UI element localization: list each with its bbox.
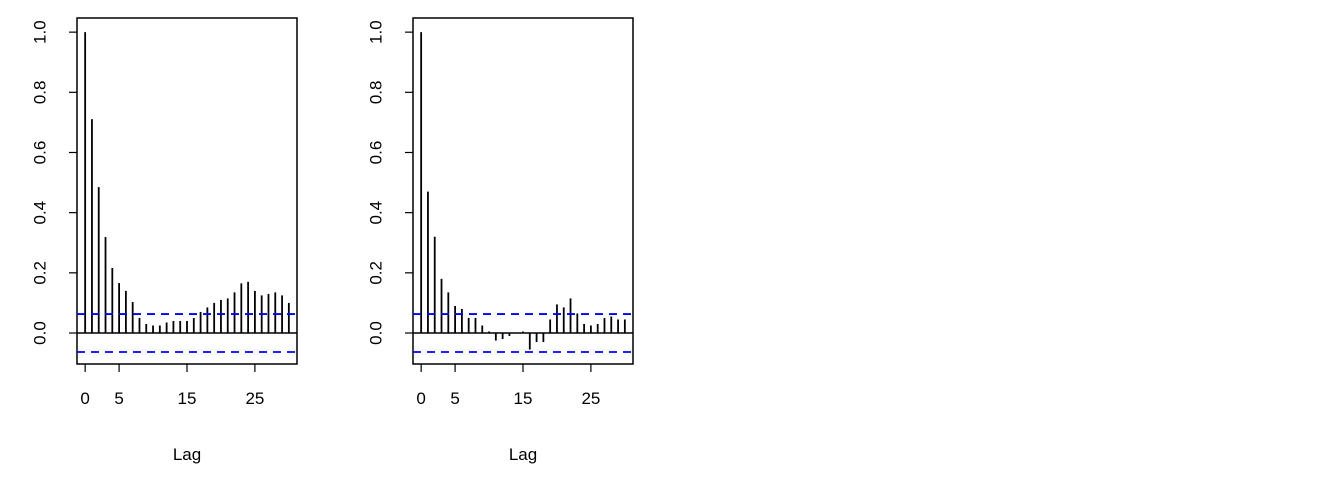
y-tick-label: 0.2	[30, 261, 49, 285]
y-tick-label: 0.8	[366, 80, 385, 104]
y-tick-label: 0.4	[30, 201, 49, 225]
y-tick-label: 0.6	[30, 141, 49, 165]
x-tick-label: 5	[450, 389, 459, 408]
y-tick-label: 0.6	[366, 141, 385, 165]
y-tick-label: 0.2	[366, 261, 385, 285]
y-tick-label: 0.0	[366, 321, 385, 345]
x-tick-label: 15	[514, 389, 533, 408]
x-axis-label: Lag	[173, 445, 201, 464]
y-tick-label: 0.8	[30, 80, 49, 104]
x-tick-label: 25	[245, 389, 264, 408]
plot-frame	[76, 17, 298, 365]
x-tick-label: 15	[178, 389, 197, 408]
y-tick-label: 0.4	[366, 201, 385, 225]
plot-frame	[412, 17, 634, 365]
x-tick-label: 5	[114, 389, 123, 408]
x-tick-label: 0	[80, 389, 89, 408]
x-axis-label: Lag	[509, 445, 537, 464]
y-tick-label: 0.0	[30, 321, 49, 345]
x-tick-label: 0	[416, 389, 425, 408]
y-tick-label: 1.0	[366, 20, 385, 44]
x-tick-label: 25	[581, 389, 600, 408]
y-tick-label: 1.0	[30, 20, 49, 44]
